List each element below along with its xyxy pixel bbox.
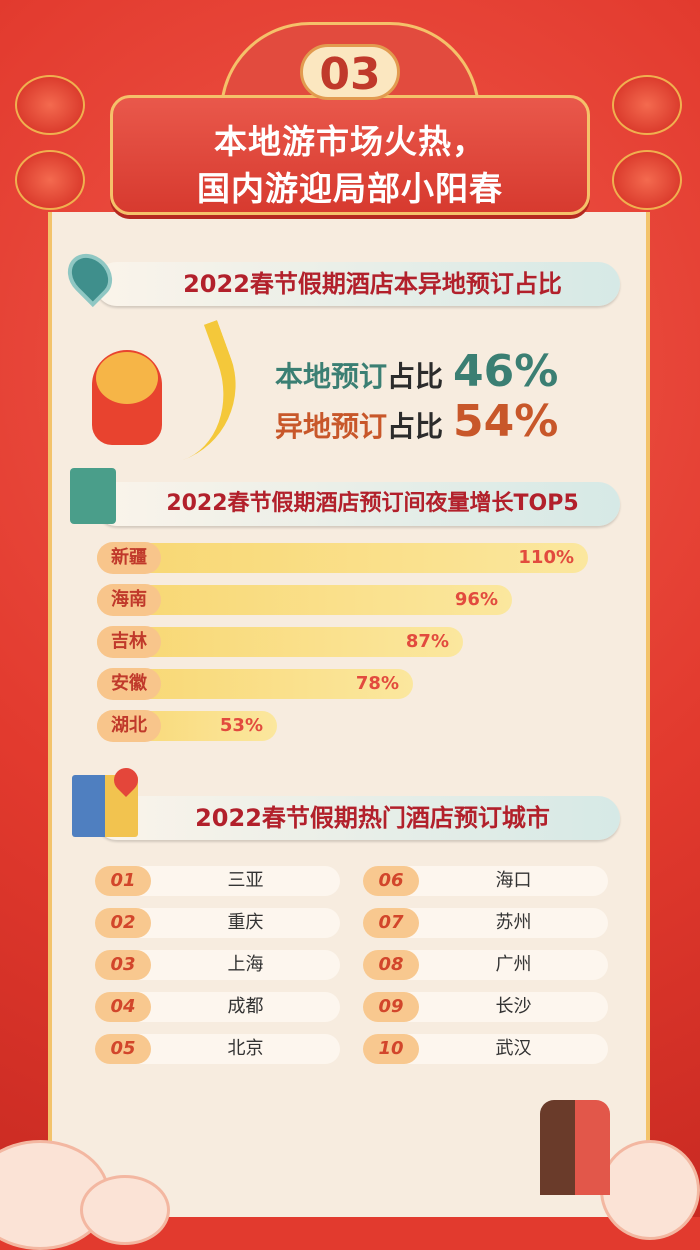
local-value: 46% (453, 346, 559, 397)
remote-label-suffix: 占比 (387, 410, 444, 443)
city-item: 05 北京 (95, 1034, 340, 1064)
bar-value-label: 110% (518, 547, 574, 568)
city-name: 广州 (495, 954, 532, 975)
city-name: 武汉 (495, 1038, 532, 1059)
city-name: 重庆 (227, 912, 264, 933)
city-item: 09 长沙 (363, 992, 608, 1022)
city-rank: 03 (95, 950, 151, 980)
city-rank: 05 (95, 1034, 151, 1064)
city-item: 06 海口 (363, 866, 608, 896)
bar: 安徽 78% (97, 668, 413, 700)
bar-category-label: 吉林 (97, 626, 161, 658)
city-item: 03 上海 (95, 950, 340, 980)
city-item: 02 重庆 (95, 908, 340, 938)
bar: 新疆 110% (97, 542, 588, 574)
section1-heading: 2022春节假期酒店本异地预订占比 (95, 262, 620, 306)
title-line-2: 国内游迎局部小阳春 (197, 169, 503, 208)
city-name: 长沙 (495, 996, 532, 1017)
lantern-icon (15, 150, 85, 210)
bar: 吉林 87% (97, 626, 463, 658)
city-rank: 09 (363, 992, 419, 1022)
city-item: 07 苏州 (363, 908, 608, 938)
city-name: 海口 (495, 870, 532, 891)
city-name: 北京 (227, 1038, 264, 1059)
city-item: 04 成都 (95, 992, 340, 1022)
city-item: 08 广州 (363, 950, 608, 980)
local-label-suffix: 占比 (387, 360, 444, 393)
bar-value-label: 87% (405, 631, 449, 652)
lantern-icon (612, 150, 682, 210)
bar-category-label: 安徽 (97, 668, 161, 700)
city-name: 苏州 (495, 912, 532, 933)
city-name: 三亚 (227, 870, 264, 891)
lantern-icon (612, 75, 682, 135)
city-rank: 06 (363, 866, 419, 896)
section2-heading: 2022春节假期酒店预订间夜量增长TOP5 (95, 482, 620, 526)
city-rank: 04 (95, 992, 151, 1022)
hotel-building-icon (70, 468, 116, 524)
travelers-illustration (540, 1100, 610, 1195)
bar-value-label: 78% (355, 673, 399, 694)
city-rank: 08 (363, 950, 419, 980)
bar-category-label: 新疆 (97, 542, 161, 574)
local-share: 本地预订占比 46% (275, 346, 558, 397)
title-line-1: 本地游市场火热， (214, 122, 486, 161)
tiger-head-icon (96, 352, 158, 404)
remote-label: 异地预订 (275, 410, 388, 443)
city-rank: 02 (95, 908, 151, 938)
remote-share: 异地预订占比 54% (275, 396, 558, 447)
remote-value: 54% (453, 396, 559, 447)
bar: 湖北 53% (97, 710, 277, 742)
city-item: 10 武汉 (363, 1034, 608, 1064)
lantern-icon (15, 75, 85, 135)
bar-category-label: 湖北 (97, 710, 161, 742)
bar-value-label: 53% (219, 715, 263, 736)
city-rank: 07 (363, 908, 419, 938)
city-name: 成都 (227, 996, 264, 1017)
bar-value-label: 96% (454, 589, 498, 610)
bar: 海南 96% (97, 584, 512, 616)
local-label: 本地预订 (275, 360, 388, 393)
section-number: 03 (300, 44, 400, 100)
city-rank: 10 (363, 1034, 419, 1064)
cloud-decoration (600, 1140, 700, 1240)
section3-heading: 2022春节假期热门酒店预订城市 (95, 796, 620, 840)
city-name: 上海 (227, 954, 264, 975)
city-item: 01 三亚 (95, 866, 340, 896)
city-rank: 01 (95, 866, 151, 896)
bar-category-label: 海南 (97, 584, 161, 616)
cloud-decoration (80, 1175, 170, 1245)
